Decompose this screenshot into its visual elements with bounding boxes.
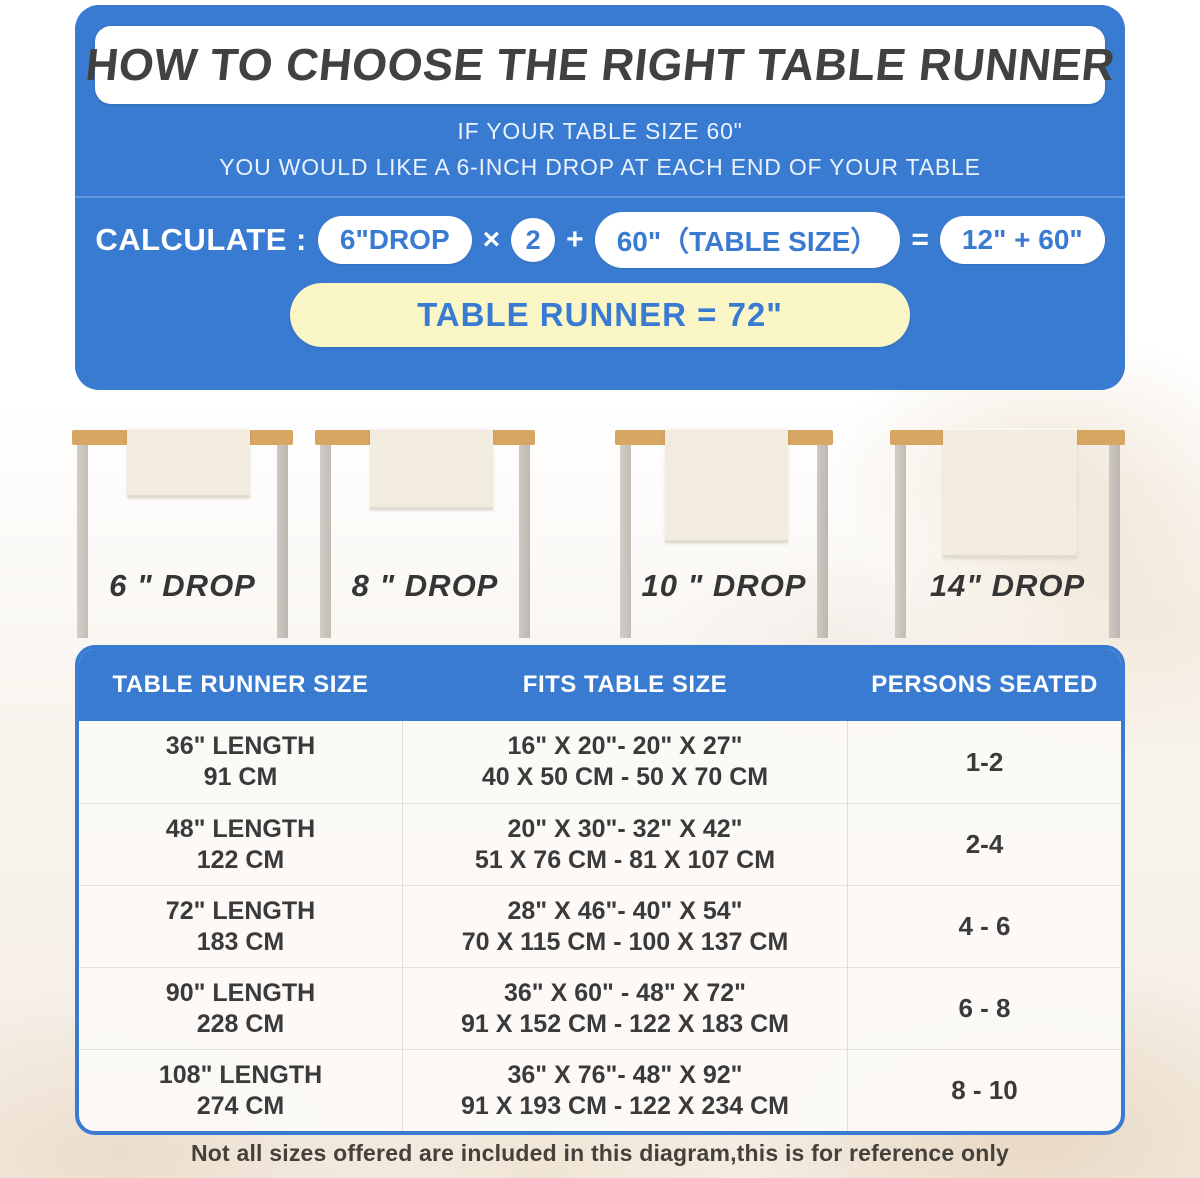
multiplier-badge: 2 bbox=[511, 218, 556, 262]
runner-drape bbox=[665, 428, 788, 543]
runner-size-cell: 48" LENGTH 122 CM bbox=[165, 814, 316, 874]
table-figure-14in: 14" DROP bbox=[890, 420, 1125, 638]
result-banner: TABLE RUNNER = 72" bbox=[290, 283, 910, 347]
multiply-sign: × bbox=[482, 223, 501, 256]
calculation-row: CALCULATE : 6"DROP × 2 + 60"（TABLE SIZE）… bbox=[75, 212, 1125, 268]
runner-size-cell: 108" LENGTH 274 CM bbox=[158, 1060, 323, 1120]
fits-table-cell: 36" X 60" - 48" X 72" 91 X 152 CM - 122 … bbox=[402, 968, 848, 1049]
subtitle-line-1: IF YOUR TABLE SIZE 60" bbox=[457, 118, 743, 144]
table-leg bbox=[817, 445, 828, 638]
table-row: 72" LENGTH 183 CM 28" X 46"- 40" X 54" 7… bbox=[79, 885, 1121, 967]
drop-label: 10 " DROP bbox=[641, 568, 807, 603]
table-leg bbox=[895, 445, 906, 638]
fits-table-cell: 28" X 46"- 40" X 54" 70 X 115 CM - 100 X… bbox=[402, 886, 848, 967]
persons-cell: 4 - 6 bbox=[958, 911, 1011, 941]
table-figure-10in: 10 " DROP bbox=[615, 420, 833, 638]
hero-panel: HOW TO CHOOSE THE RIGHT TABLE RUNNER IF … bbox=[75, 5, 1125, 390]
calculate-label: CALCULATE : bbox=[95, 222, 307, 257]
runner-drape bbox=[943, 428, 1077, 558]
column-header-runner-size: TABLE RUNNER SIZE bbox=[112, 671, 369, 698]
runner-size-cell: 36" LENGTH 91 CM bbox=[165, 732, 316, 791]
column-header-persons: PERSONS SEATED bbox=[871, 671, 1098, 698]
drop-label: 6 " DROP bbox=[109, 568, 256, 603]
persons-cell: 1-2 bbox=[965, 746, 1004, 777]
hero-divider bbox=[75, 196, 1125, 198]
persons-cell: 8 - 10 bbox=[951, 1075, 1018, 1105]
table-row: 36" LENGTH 91 CM 16" X 20"- 20" X 27" 40… bbox=[79, 721, 1121, 803]
subtitle-line-2: YOU WOULD LIKE A 6-INCH DROP AT EACH END… bbox=[219, 154, 981, 180]
table-leg bbox=[1109, 445, 1120, 638]
fits-table-cell: 20" X 30"- 32" X 42" 51 X 76 CM - 81 X 1… bbox=[402, 804, 848, 885]
column-header-fits-table: FITS TABLE SIZE bbox=[522, 671, 728, 698]
runner-drape bbox=[127, 428, 250, 498]
plus-sign: + bbox=[566, 223, 584, 256]
title-banner: HOW TO CHOOSE THE RIGHT TABLE RUNNER bbox=[83, 26, 1117, 104]
persons-cell: 2-4 bbox=[965, 829, 1004, 859]
table-leg bbox=[320, 445, 331, 638]
page-title: HOW TO CHOOSE THE RIGHT TABLE RUNNER bbox=[82, 39, 1118, 90]
equals-sign: = bbox=[911, 223, 929, 256]
drop-figures: 6 " DROP 8 " DROP 10 " DROP 14" DROP bbox=[0, 420, 1200, 638]
runner-drape bbox=[370, 428, 493, 510]
size-chart-body: 36" LENGTH 91 CM 16" X 20"- 20" X 27" 40… bbox=[79, 721, 1121, 1131]
table-row: 108" LENGTH 274 CM 36" X 76"- 48" X 92" … bbox=[79, 1049, 1121, 1131]
table-leg bbox=[519, 445, 530, 638]
table-leg bbox=[77, 445, 88, 638]
footer-note: Not all sizes offered are included in th… bbox=[190, 1140, 1010, 1166]
persons-cell: 6 - 8 bbox=[958, 993, 1011, 1023]
drop-label: 14" DROP bbox=[929, 568, 1086, 603]
result-pill: 12" + 60" bbox=[939, 216, 1105, 264]
runner-size-cell: 72" LENGTH 183 CM bbox=[165, 896, 316, 956]
table-leg bbox=[277, 445, 288, 638]
drop-pill: 6"DROP bbox=[317, 216, 472, 264]
size-chart-header: TABLE RUNNER SIZE FITS TABLE SIZE PERSON… bbox=[79, 649, 1121, 721]
table-size-pill: 60"（TABLE SIZE） bbox=[594, 212, 901, 268]
fits-table-cell: 16" X 20"- 20" X 27" 40 X 50 CM - 50 X 7… bbox=[402, 721, 848, 803]
drop-label: 8 " DROP bbox=[351, 568, 499, 603]
table-row: 48" LENGTH 122 CM 20" X 30"- 32" X 42" 5… bbox=[79, 803, 1121, 885]
runner-size-cell: 90" LENGTH 228 CM bbox=[165, 978, 316, 1038]
table-row: 90" LENGTH 228 CM 36" X 60" - 48" X 72" … bbox=[79, 967, 1121, 1049]
size-chart-panel: TABLE RUNNER SIZE FITS TABLE SIZE PERSON… bbox=[75, 645, 1125, 1135]
table-leg bbox=[620, 445, 631, 638]
table-figure-8in: 8 " DROP bbox=[315, 420, 535, 638]
fits-table-cell: 36" X 76"- 48" X 92" 91 X 193 CM - 122 X… bbox=[402, 1050, 848, 1131]
table-figure-6in: 6 " DROP bbox=[72, 420, 293, 638]
